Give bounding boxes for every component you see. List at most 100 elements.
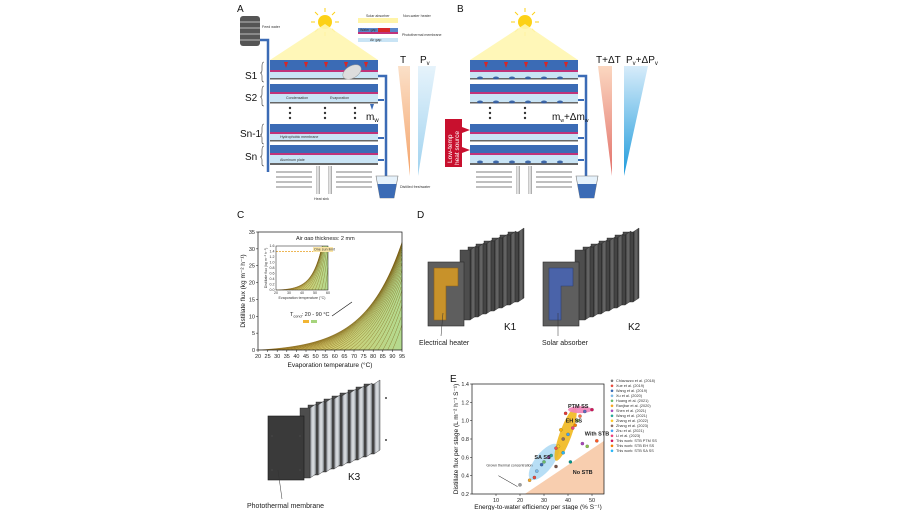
flux-curve — [291, 248, 402, 351]
legend-marker — [610, 394, 614, 398]
panel-c-label: C — [237, 210, 244, 221]
fin-plate — [477, 242, 485, 318]
inset-y-tick: 0.6 — [270, 272, 275, 276]
efficiency-chart: 10 20 30 40 50 0.2 0.4 0.6 0.8 1.0 1.2 1.4 Energy-to… — [453, 379, 657, 511]
x-tick-label: 85 — [380, 354, 386, 360]
x-tick-label-e: 50 — [589, 498, 595, 504]
mw-label-b: mw+Δmw — [552, 112, 589, 124]
flux-curve — [344, 262, 403, 351]
inset-y-tick: 1.6 — [270, 244, 275, 248]
fin-plate — [600, 239, 608, 315]
data-point — [535, 469, 539, 473]
x-tick-label: 40 — [293, 354, 299, 360]
eh-ss-region — [554, 408, 577, 461]
temp-label: T — [400, 55, 406, 66]
flux-curve — [296, 246, 403, 351]
flux-curve — [334, 257, 403, 351]
heat-source-box — [445, 119, 462, 167]
one-sun-label: One sun limit — [314, 248, 335, 252]
fin-plate — [365, 382, 373, 458]
data-point — [549, 453, 553, 458]
x-tick-label: 65 — [341, 354, 347, 360]
heat-sink-b — [476, 166, 572, 194]
inset-y-tick: 1.4 — [270, 250, 275, 254]
inset-curve — [298, 246, 323, 291]
distillate-chart: 20 25 30 35 40 45 50 55 60 65 70 75 80 85 90 9505101520… — [240, 230, 405, 369]
panel-d: D K1 Electrical heater K2 Solar absorber — [417, 210, 641, 347]
data-point — [566, 432, 570, 437]
fin-plate — [616, 233, 624, 309]
temperature-gradient — [398, 66, 410, 176]
legend-entry: Zhang et al. (2023) — [616, 424, 649, 428]
flux-curve — [286, 244, 403, 351]
k1-label: K1 — [504, 322, 517, 333]
flux-curve — [363, 278, 403, 351]
legend-entry: Ranjbar et al. (2020) — [616, 404, 651, 408]
grad-arrow — [498, 475, 518, 487]
inset-x-label: Evaporation temperature (°C) — [279, 296, 326, 300]
pressure-gradient — [418, 66, 436, 176]
fin-plate — [517, 227, 525, 303]
y-tick-label: 5 — [252, 331, 255, 337]
sunlight-cone — [270, 24, 378, 60]
cond-swatch-low — [303, 320, 309, 323]
fin-plate — [632, 227, 640, 303]
pressure-gradient-b — [624, 66, 648, 176]
x-tick-label-e: 30 — [541, 498, 547, 504]
data-point — [556, 444, 561, 449]
legend-entry: Li et al. (2023) — [616, 434, 641, 438]
sun-icon — [311, 8, 339, 36]
legend-entry: Wang et al. (2021) — [616, 414, 648, 418]
inset-y-tick: 0.2 — [270, 283, 275, 287]
stage-outlets-a — [378, 99, 384, 161]
panel-c: C 20 25 30 35 40 45 50 55 60 65 70 75 80 85 90 95051015… — [237, 210, 405, 369]
inset-curve — [292, 247, 323, 291]
inset-y-tick: 1.2 — [270, 255, 275, 259]
stage-stack-a — [270, 60, 378, 165]
stage-label-s2: S2 — [245, 93, 258, 104]
flux-area — [258, 242, 402, 350]
x-tick-label: 75 — [361, 354, 367, 360]
y-tick-label: 25 — [249, 264, 255, 270]
eh-ss-label: EH SS — [566, 419, 583, 425]
freshwater-cup-b — [575, 175, 599, 199]
evaporation-label: Evaporation — [330, 96, 349, 100]
x-axis-label: Evaporation temperature (°C) — [288, 361, 373, 369]
inset-curve — [308, 246, 325, 291]
fin-plate — [357, 385, 365, 461]
legend-marker — [610, 389, 614, 393]
flux-curve — [315, 250, 403, 351]
fin-plate — [584, 245, 592, 321]
y-tick-label: 35 — [249, 230, 255, 236]
data-point — [554, 464, 558, 469]
flux-curve — [377, 300, 402, 351]
x-tick-label: 90 — [389, 354, 395, 360]
data-point — [542, 460, 546, 464]
fin-plate — [592, 242, 600, 318]
flux-curve — [392, 324, 403, 351]
stage-s1 — [270, 60, 378, 80]
grad-label: Grown thermal concentration — [486, 464, 532, 468]
stage-label-sn: Sn — [245, 152, 257, 163]
flux-curve — [382, 305, 403, 351]
data-point — [561, 451, 565, 455]
cond-swatch-high — [311, 320, 317, 323]
flux-curve — [358, 276, 402, 351]
flux-curve — [262, 245, 402, 351]
electrical-heater-shape — [433, 267, 459, 321]
legend-entry: This work: STB SA SS — [616, 449, 654, 453]
legend-solar-absorber: Solar absorber — [366, 14, 390, 18]
fin-plate — [469, 245, 477, 321]
outlet-pipe-b — [578, 74, 588, 178]
inset-y-tick: 1.0 — [270, 261, 275, 265]
flux-curve — [325, 253, 403, 351]
data-point — [590, 407, 594, 412]
data-point — [554, 446, 558, 450]
inset-curve — [295, 248, 323, 291]
panel-e-label: E — [450, 374, 457, 385]
inset-x-tick: 50 — [313, 291, 317, 295]
stage-ellipsis-a — [288, 106, 357, 120]
flux-curve — [387, 317, 402, 351]
data-point — [527, 478, 532, 482]
